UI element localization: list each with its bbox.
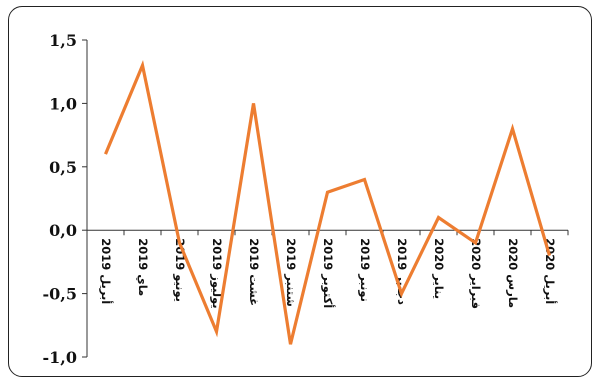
x-tick-label: يناير 2020 (432, 238, 446, 299)
x-tick-label: ماي 2019 (136, 238, 150, 296)
x-tick-label: أكتوبر 2019 (320, 238, 336, 308)
x-tick-label: مارس 2020 (506, 238, 520, 308)
x-tick-label: غشت 2019 (247, 238, 261, 306)
y-tick-label: -0,5 (43, 285, 77, 304)
series-line (104, 60, 552, 345)
y-tick-label: 1,0 (49, 94, 77, 113)
x-tick-label: يونيو 2019 (172, 238, 187, 302)
x-tick-label: نونبر 2019 (357, 238, 372, 302)
x-tick-label: شتنبر 2019 (284, 238, 298, 307)
x-tick-label: يوليوز 2019 (209, 238, 224, 308)
y-tick-label: 0,0 (49, 221, 77, 240)
x-tick-label: فبراير 2020 (469, 238, 483, 309)
x-tick-label: أبريل 2020 (543, 238, 558, 304)
y-tick-label: -1,0 (43, 348, 77, 367)
y-tick-label: 1,5 (49, 31, 77, 50)
y-tick-label: 0,5 (49, 158, 77, 177)
chart-frame (8, 6, 592, 377)
x-tick-label: أبريل 2019 (99, 238, 114, 304)
